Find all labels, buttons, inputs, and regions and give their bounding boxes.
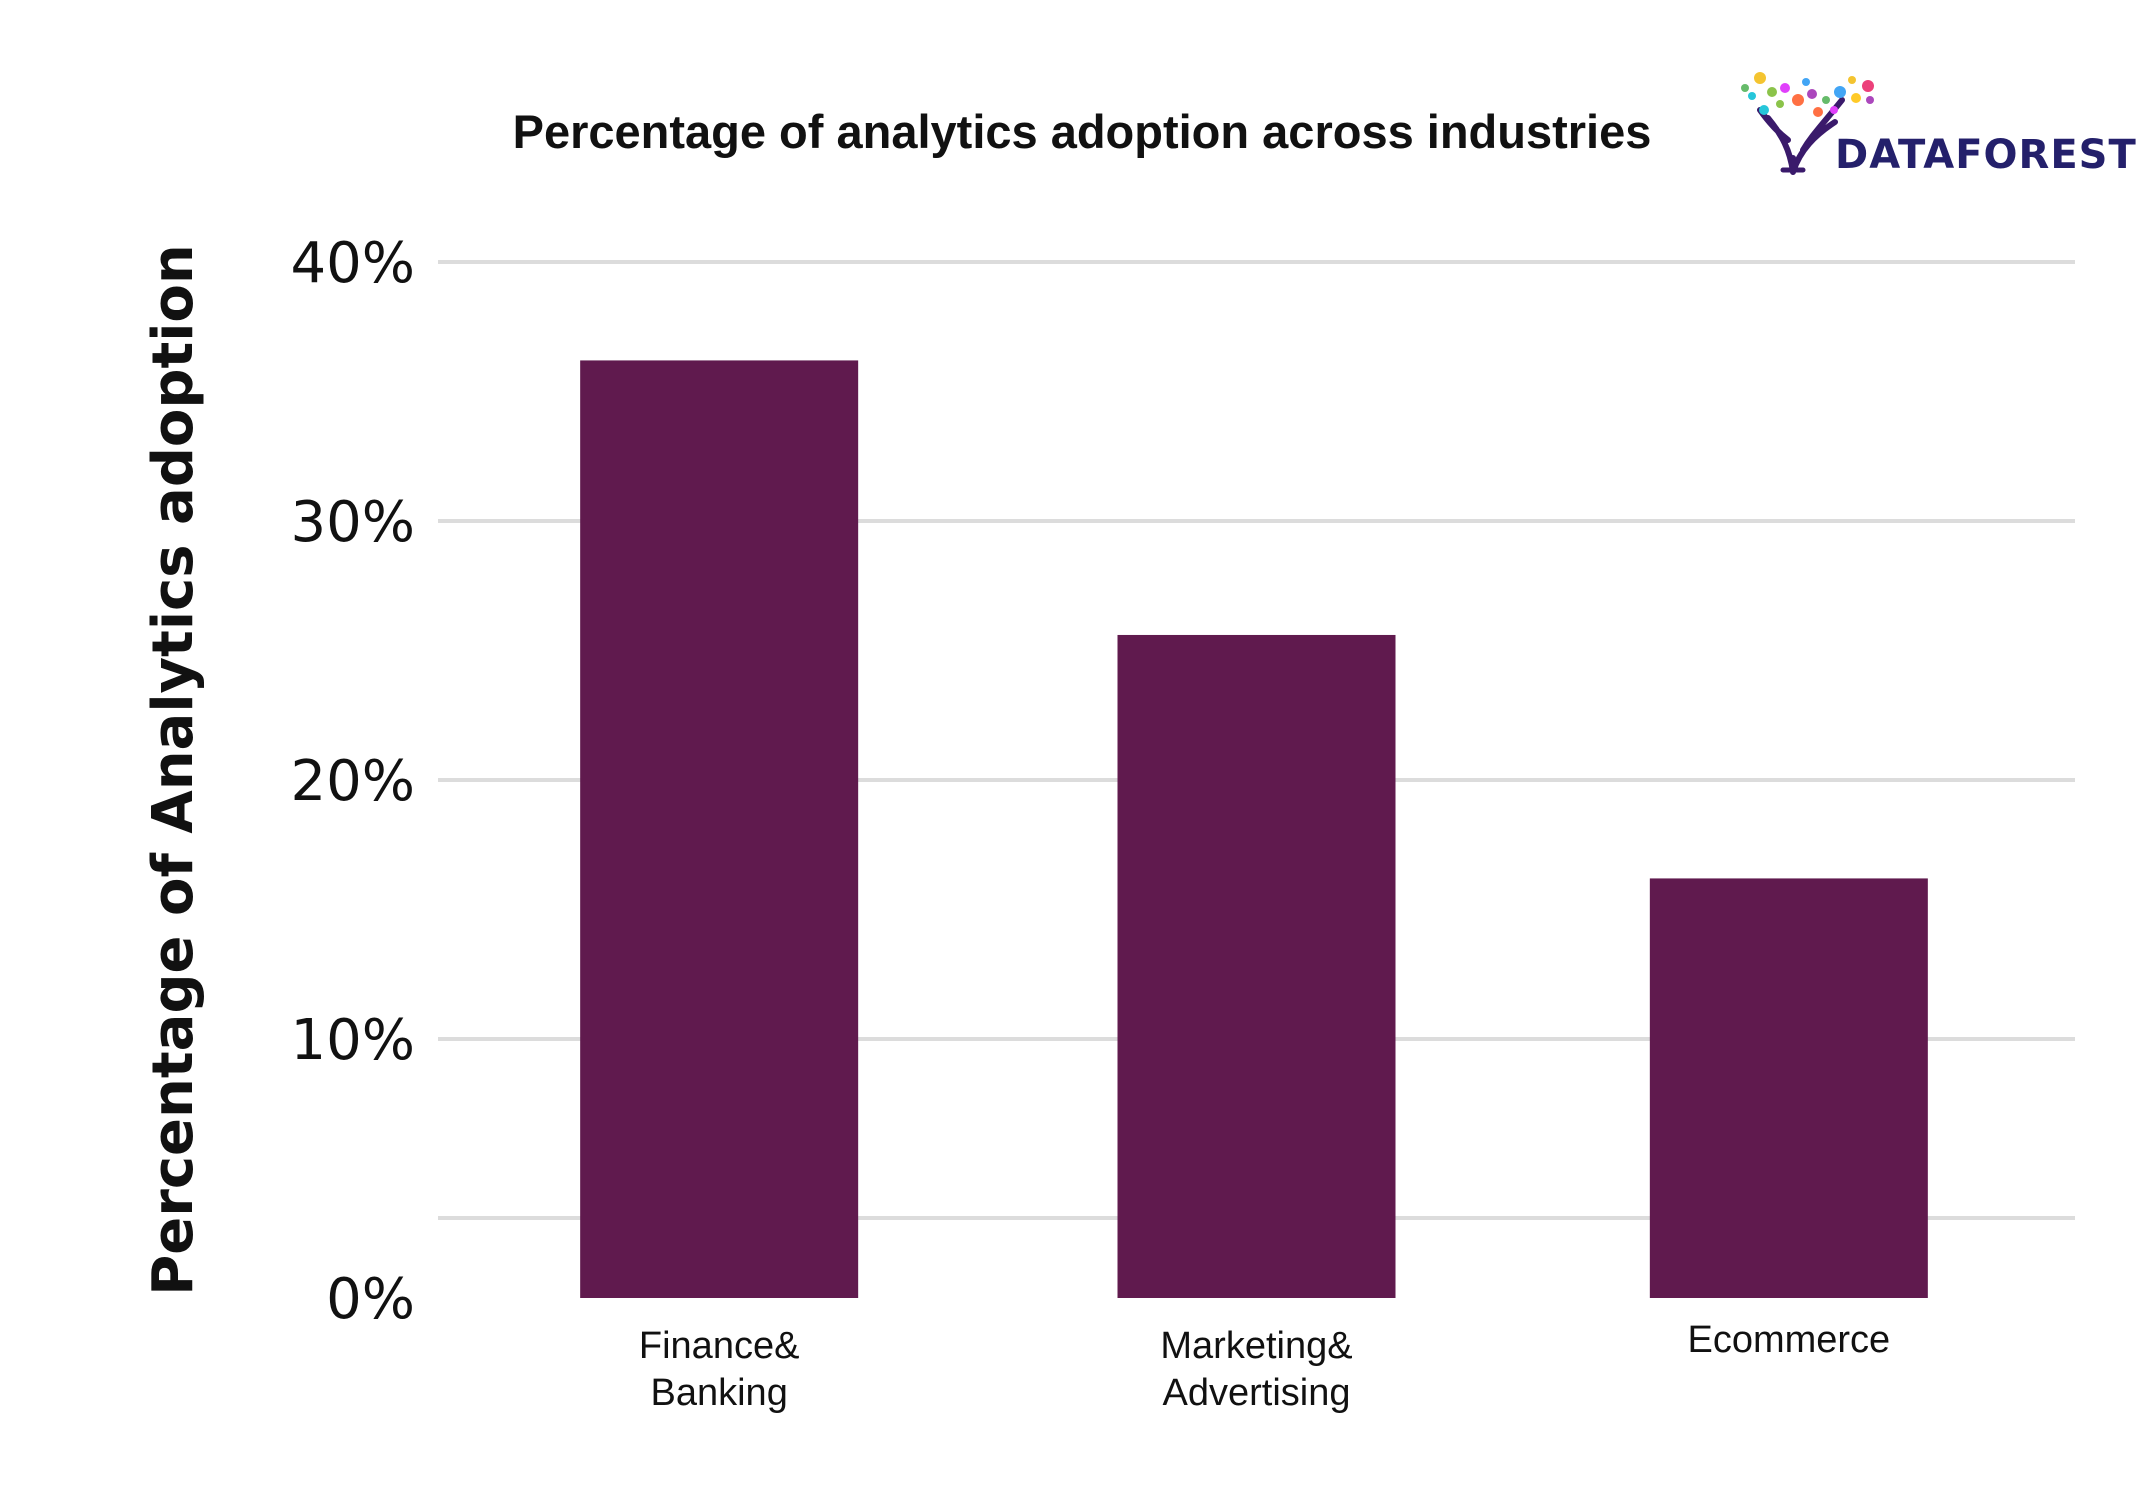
bars — [580, 360, 1928, 1298]
x-axis-ticks: Finance& Banking Marketing& Advertising Ecom… — [639, 1319, 1890, 1414]
y-tick-label: 20% — [291, 749, 415, 814]
brand-name: DATAFOREST — [1835, 132, 2137, 178]
y-axis-ticks: 0% 10% 20% 30% 40% — [291, 231, 415, 1332]
logo-dot — [1802, 78, 1810, 86]
logo-dot — [1813, 107, 1823, 117]
y-tick-label: 0% — [326, 1267, 415, 1332]
logo-dot — [1792, 94, 1804, 106]
logo-dot — [1776, 100, 1784, 108]
logo-dot — [1866, 96, 1874, 104]
logo-dot — [1862, 80, 1874, 92]
chart-title: Percentage of analytics adoption across … — [513, 105, 1652, 158]
bar — [1649, 878, 1928, 1298]
logo-dot — [1748, 92, 1756, 100]
logo-dot — [1754, 72, 1766, 84]
x-tick-label: Ecommerce — [1687, 1319, 1890, 1361]
logo-dot — [1780, 83, 1790, 93]
logo-dot — [1822, 96, 1830, 104]
logo-dot — [1807, 89, 1817, 99]
logo-dot — [1830, 106, 1838, 114]
y-tick-label: 10% — [291, 1008, 415, 1073]
x-tick-label: Finance& Banking — [639, 1325, 800, 1414]
logo-dot — [1848, 76, 1856, 84]
y-tick-label: 30% — [291, 490, 415, 555]
logo-dot — [1759, 105, 1769, 115]
logo-dot — [1834, 86, 1846, 98]
x-tick-label-line: Advertising — [1163, 1372, 1351, 1414]
logo-dot — [1851, 93, 1861, 103]
dataforest-logo: DATAFOREST — [1741, 72, 2137, 178]
y-tick-label: 40% — [291, 231, 415, 296]
x-tick-label-line: Banking — [651, 1372, 788, 1414]
x-tick-label-line: Finance& — [639, 1325, 800, 1367]
logo-dot — [1767, 87, 1777, 97]
tree-logo-icon — [1741, 72, 1874, 175]
logo-dot — [1741, 84, 1749, 92]
y-axis-label: Percentage of Analytics adoption — [141, 244, 206, 1296]
bar — [1117, 634, 1396, 1298]
x-tick-label-line: Marketing& — [1160, 1325, 1352, 1367]
x-tick-label-line: Ecommerce — [1687, 1319, 1890, 1361]
x-tick-label: Marketing& Advertising — [1160, 1325, 1352, 1414]
bar — [580, 360, 859, 1298]
